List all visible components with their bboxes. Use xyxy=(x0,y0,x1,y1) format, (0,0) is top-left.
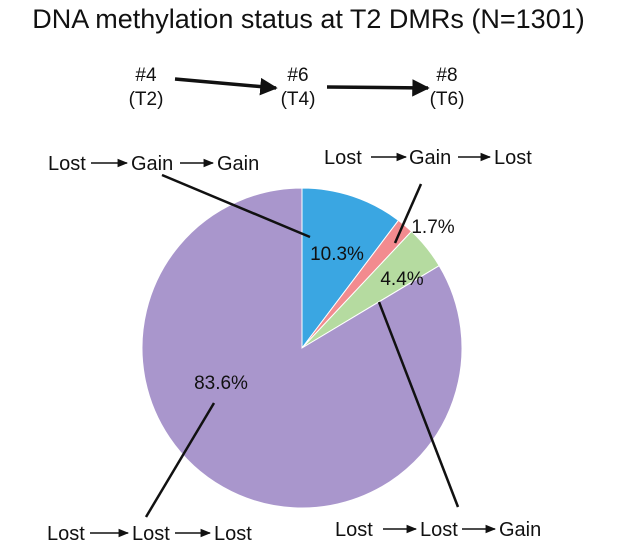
category-part: Gain xyxy=(409,147,451,169)
timeline-node-id: #6 xyxy=(287,65,309,86)
category-part: Gain xyxy=(217,153,259,175)
category-part: Lost xyxy=(132,523,170,545)
leader-line-lost-lost-gain xyxy=(377,301,460,508)
timeline-node-id: #8 xyxy=(436,65,458,86)
pie-slices xyxy=(141,187,463,509)
slice-value-label-lost-lost-lost: 83.6% xyxy=(194,373,248,394)
category-part: Lost xyxy=(494,147,532,169)
timeline-node-t2: #4 (T2) xyxy=(118,64,174,112)
category-label-lost-lost-gain: Lost Lost Gain xyxy=(335,519,541,541)
timeline-node-t6: #8 (T6) xyxy=(419,64,475,112)
category-part: Gain xyxy=(131,153,173,175)
slice-value-label-lost-lost-gain: 4.4% xyxy=(380,269,423,290)
timeline-arrow-1 xyxy=(174,77,278,96)
slice-value-label-lost-gain-lost: 1.7% xyxy=(411,217,454,238)
category-part: Lost xyxy=(335,519,373,541)
category-part: Lost xyxy=(420,519,458,541)
timeline-node-id: #4 xyxy=(135,65,157,86)
timeline-arrow-2 xyxy=(326,79,430,97)
timeline-node-time: (T2) xyxy=(128,89,164,110)
leader-line-lost-gain-gain xyxy=(161,173,311,239)
chart-title: DNA methylation status at T2 DMRs (N=130… xyxy=(32,4,585,34)
timeline-node-t4: #6 (T4) xyxy=(270,64,326,112)
category-part: Lost xyxy=(48,153,86,175)
leader-line-lost-lost-lost xyxy=(144,402,216,518)
category-label-lost-gain-gain: Lost Gain Gain xyxy=(48,153,259,175)
pie-slice-lost-gain-gain xyxy=(301,187,400,350)
slice-value-label-lost-gain-gain: 10.3% xyxy=(310,244,364,265)
category-part: Lost xyxy=(214,523,252,545)
category-label-lost-lost-lost: Lost Lost Lost xyxy=(47,523,252,545)
category-label-lost-gain-lost: Lost Gain Lost xyxy=(324,147,532,169)
pie-slice-lost-lost-lost xyxy=(141,187,463,509)
category-part: Gain xyxy=(499,519,541,541)
timeline-node-time: (T4) xyxy=(280,89,316,110)
leader-line-lost-gain-lost xyxy=(393,183,423,244)
timeline-node-time: (T6) xyxy=(429,89,465,110)
category-part: Lost xyxy=(324,147,362,169)
category-part: Lost xyxy=(47,523,85,545)
